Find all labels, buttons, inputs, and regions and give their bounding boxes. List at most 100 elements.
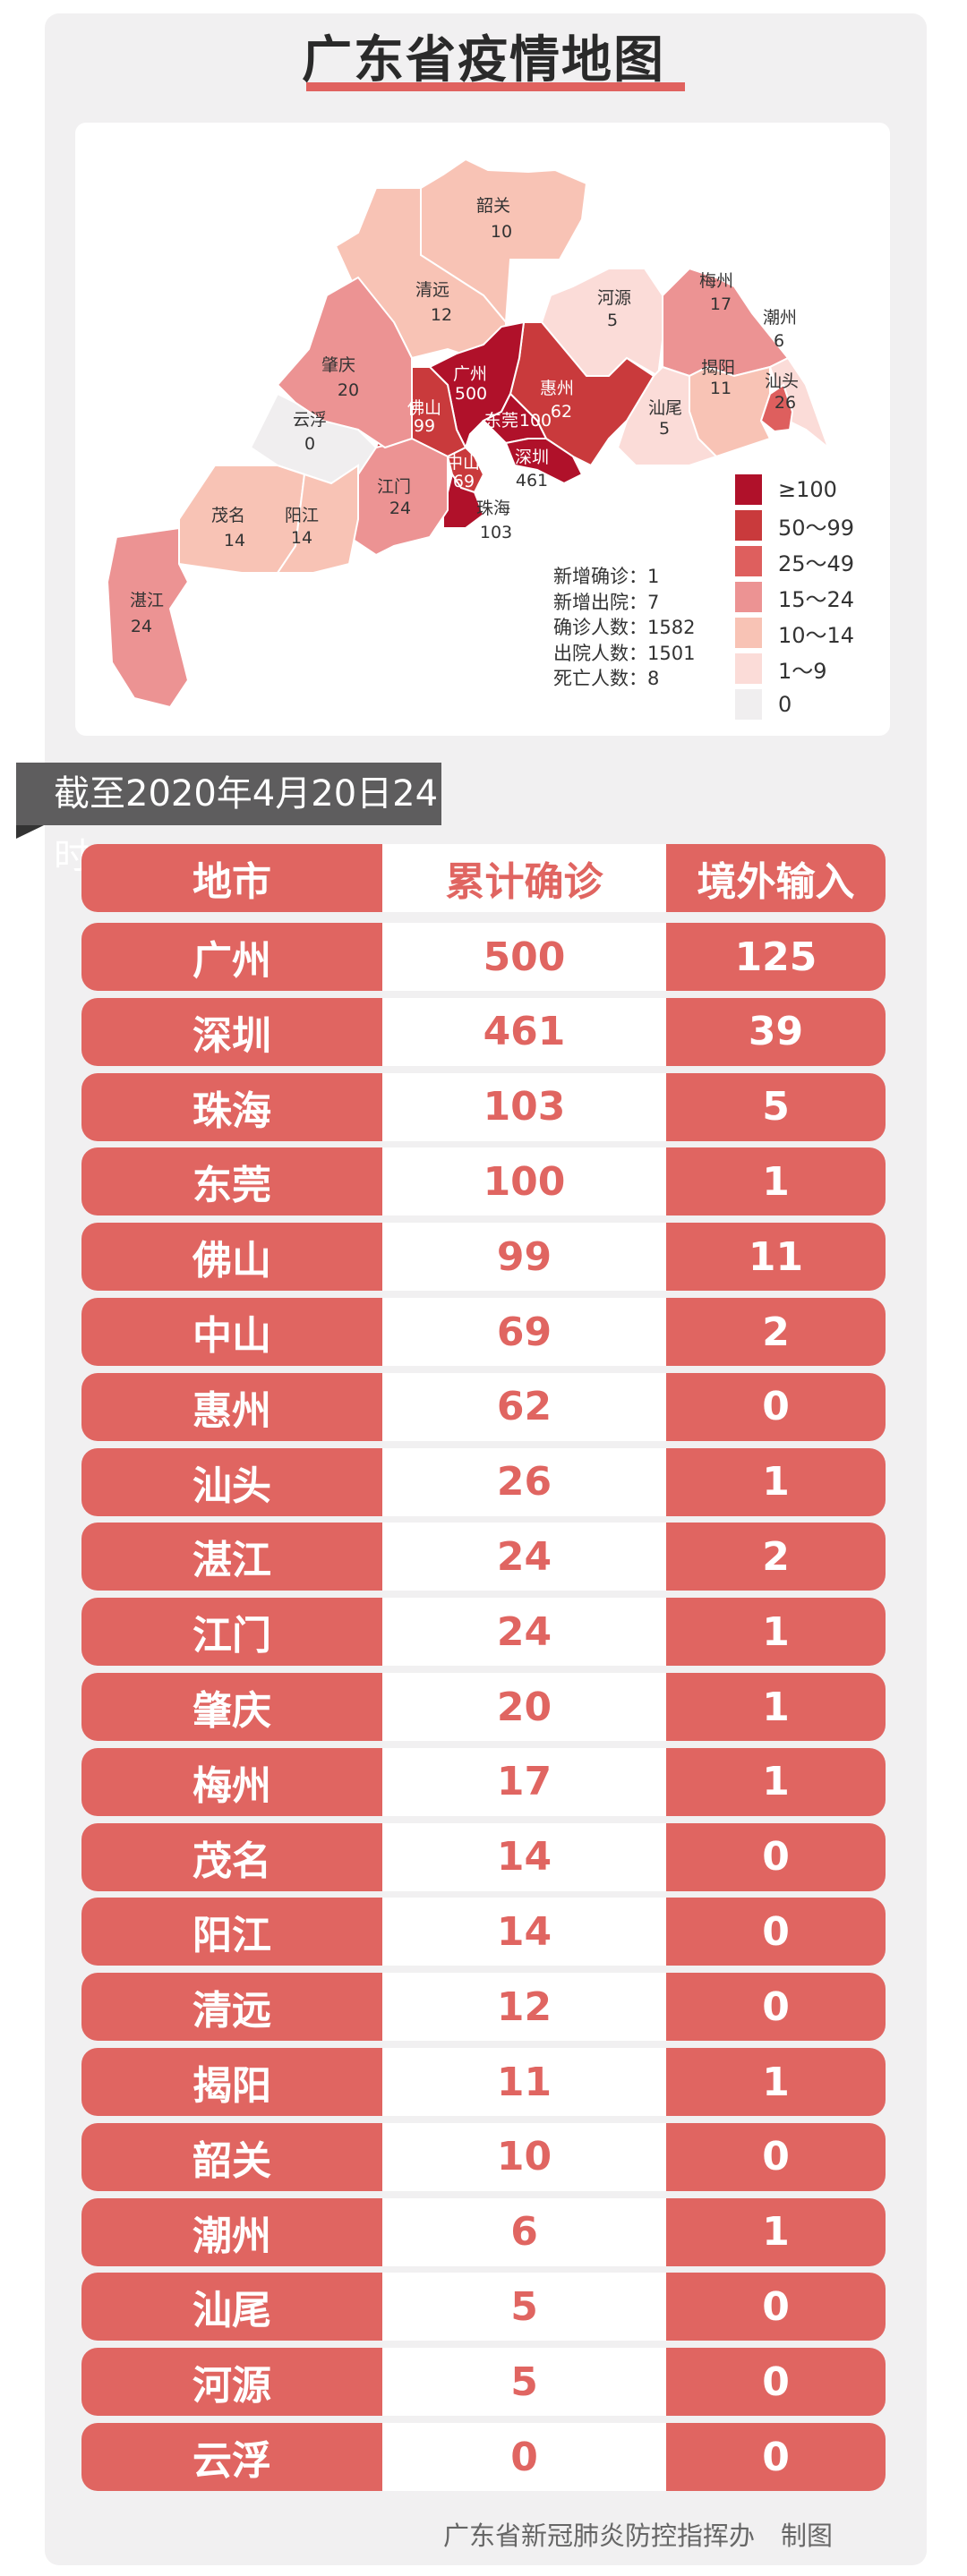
confirmed-cell: 17 (382, 1747, 666, 1816)
map-region-value: 14 (224, 531, 245, 550)
stat-label: 确诊人数 (553, 617, 629, 638)
map-region (442, 472, 485, 529)
confirmed-cell: 5 (382, 2273, 666, 2341)
map-region (616, 365, 718, 466)
stat-line: 确诊人数：1582 (553, 617, 696, 638)
table-header: 地市 累计确诊 境外输入 (81, 844, 886, 912)
table-row: 江门 24 1 (81, 1598, 886, 1667)
confirmed-cell: 461 (382, 997, 666, 1066)
confirmed-cell: 0 (382, 2423, 666, 2491)
map-region-name: 深圳 (515, 448, 549, 467)
table-row: 茂名 14 0 (81, 1822, 886, 1891)
map-region-value: 12 (431, 305, 452, 325)
legend-swatch (735, 618, 762, 648)
stat-value: 1501 (647, 642, 696, 664)
confirmed-cell: 103 (382, 1072, 666, 1141)
city-cell: 梅州 (81, 1747, 382, 1816)
stat-line: 新增出院：7 (553, 591, 660, 613)
confirmed-cell: 11 (382, 2048, 666, 2116)
map-region-value: 500 (455, 384, 487, 404)
city-cell: 汕尾 (81, 2273, 382, 2341)
map-region-value: 62 (551, 402, 572, 422)
table-row: 中山 69 2 (81, 1298, 886, 1366)
imported-cell: 1 (666, 2197, 886, 2266)
legend-label: ≥100 (778, 477, 837, 502)
confirmed-cell: 24 (382, 1598, 666, 1667)
imported-cell: 2 (666, 1523, 886, 1591)
imported-cell: 11 (666, 1223, 886, 1292)
stat-line: 死亡人数：8 (553, 668, 660, 689)
map-region-value: 11 (710, 379, 732, 398)
stat-label: 死亡人数 (553, 668, 629, 689)
city-cell: 珠海 (81, 1072, 382, 1141)
confirmed-cell: 14 (382, 1898, 666, 1966)
city-cell: 佛山 (81, 1223, 382, 1292)
date-banner: 截至2020年4月20日24时 (16, 763, 441, 877)
confirmed-cell: 累计确诊 (382, 844, 666, 912)
imported-cell: 0 (666, 1822, 886, 1891)
confirmed-cell: 10 (382, 2122, 666, 2191)
city-cell: 汕头 (81, 1447, 382, 1516)
stat-label: 新增确诊 (553, 566, 629, 587)
page-title: 广东省疫情地图 (302, 31, 665, 90)
imported-cell: 境外输入 (666, 844, 886, 912)
table-row: 湛江 24 2 (81, 1523, 886, 1591)
map-region-value: 99 (414, 416, 435, 436)
map-region-name: 汕头 (765, 371, 799, 391)
legend-item: 10～14 (735, 618, 854, 648)
map-region (504, 438, 584, 485)
imported-cell: 1 (666, 1747, 886, 1816)
footer-credit: 广东省新冠肺炎防控指挥办 制图 (443, 2521, 834, 2551)
map-region-value: 100 (519, 411, 552, 431)
map-region-name: 惠州 (540, 379, 574, 398)
map-region-value: 20 (338, 380, 359, 400)
map-region-name: 揭阳 (701, 358, 735, 378)
legend-swatch (735, 689, 762, 720)
legend-label: 1～9 (778, 658, 827, 684)
map-region-name: 河源 (597, 288, 631, 308)
stat-value: 8 (647, 668, 660, 689)
table-row: 汕头 26 1 (81, 1447, 886, 1516)
legend-label: 10～14 (778, 622, 855, 648)
map-region-value: 26 (774, 393, 796, 413)
map-region-value: 6 (774, 331, 784, 351)
confirmed-cell: 100 (382, 1147, 666, 1216)
map-region-value: 0 (304, 434, 315, 454)
map-region-name: 潮州 (763, 308, 797, 328)
title-underline (306, 82, 685, 91)
legend-swatch (735, 546, 762, 576)
city-cell: 湛江 (81, 1523, 382, 1591)
legend-label: 15～24 (778, 586, 855, 612)
table-row: 佛山 99 11 (81, 1223, 886, 1292)
city-cell: 阳江 (81, 1898, 382, 1966)
imported-cell: 0 (666, 2122, 886, 2191)
confirmed-cell: 20 (382, 1673, 666, 1741)
imported-cell: 125 (666, 923, 886, 991)
map-region-value: 5 (607, 311, 618, 330)
table-row: 云浮 0 0 (81, 2423, 886, 2491)
legend-item: 25～49 (735, 546, 854, 576)
table-row: 潮州 6 1 (81, 2197, 886, 2266)
city-cell: 茂名 (81, 1822, 382, 1891)
city-cell: 江门 (81, 1598, 382, 1667)
city-cell: 地市 (81, 844, 382, 912)
city-cell: 揭阳 (81, 2048, 382, 2116)
map-region-name: 韶关 (476, 196, 510, 216)
map-region-value: 24 (131, 617, 152, 636)
legend-label: 50～99 (778, 515, 855, 541)
confirmed-cell: 12 (382, 1973, 666, 2042)
city-cell: 清远 (81, 1973, 382, 2042)
confirmed-cell: 62 (382, 1372, 666, 1441)
city-cell: 云浮 (81, 2423, 382, 2491)
table-row: 惠州 62 0 (81, 1372, 886, 1441)
map-region-name: 汕尾 (648, 398, 682, 418)
imported-cell: 1 (666, 1673, 886, 1741)
imported-cell: 0 (666, 1973, 886, 2042)
table-row: 梅州 17 1 (81, 1747, 886, 1816)
city-cell: 河源 (81, 2348, 382, 2417)
city-cell: 中山 (81, 1298, 382, 1366)
legend-swatch (735, 653, 762, 684)
map-region-value: 5 (659, 419, 670, 439)
legend-item: 1～9 (735, 653, 827, 684)
